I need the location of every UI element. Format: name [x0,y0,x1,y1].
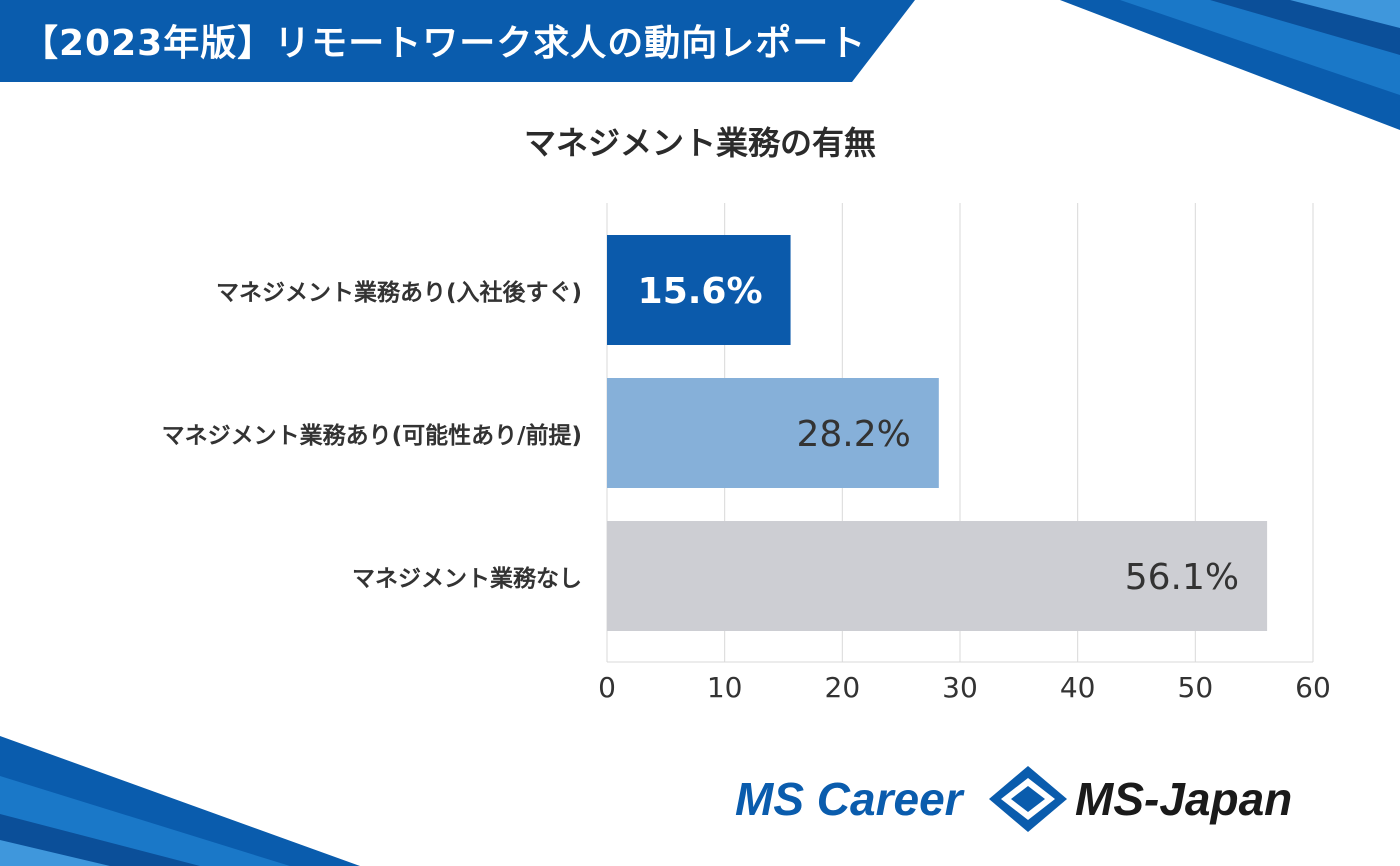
chart-title: マネジメント業務の有無 [523,124,876,162]
category-label: マネジメント業務あり(入社後すぐ) [216,279,582,306]
x-tick-label: 30 [942,671,978,704]
logo-ms-japan: MS-Japan [1075,773,1293,825]
x-tick-label: 60 [1295,671,1331,704]
x-tick-label: 0 [598,671,616,704]
bar [607,378,939,488]
bar-data-label: 56.1% [1125,557,1239,598]
corner-decoration-bottom-left [0,736,360,866]
footer-logos: MS Career MS-Japan [725,764,1345,834]
page-title: 【2023年版】リモートワーク求人の動向レポート [22,23,867,64]
x-tick-label: 40 [1060,671,1096,704]
bar [607,235,791,345]
bar-data-label: 15.6% [638,271,763,312]
x-tick-label: 10 [707,671,743,704]
bar [607,521,1268,631]
category-label: マネジメント業務あり(可能性あり/前提) [162,422,582,449]
x-tick-label: 50 [1178,671,1214,704]
banner-shape [0,0,915,82]
bar-data-label: 28.2% [796,414,910,455]
header-banner: 【2023年版】リモートワーク求人の動向レポート [0,0,1400,82]
logo-ms-career: MS Career [735,773,963,825]
category-label: マネジメント業務なし [352,565,582,592]
x-tick-label: 20 [825,671,861,704]
ms-japan-diamond-icon [989,766,1067,832]
corner-decoration-top-right [1060,0,1400,130]
